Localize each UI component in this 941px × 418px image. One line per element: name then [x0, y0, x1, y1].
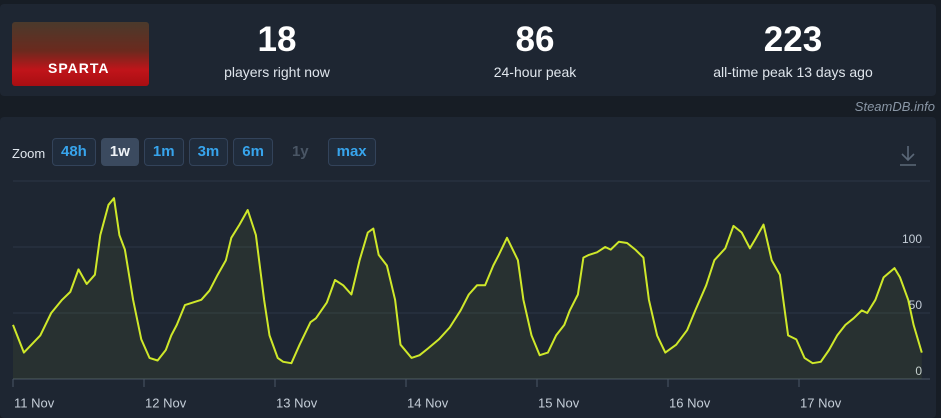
stat-value: 86	[515, 20, 555, 59]
x-tick-label: 12 Nov	[145, 395, 187, 410]
y-tick-label: 0	[915, 364, 922, 378]
credit[interactable]: SteamDB.info	[854, 99, 935, 114]
zoom-button[interactable]: 48h	[52, 138, 96, 166]
stat: 86 24-hour peak	[415, 20, 655, 80]
zoom-button[interactable]: 1m	[143, 138, 184, 166]
zoom-button[interactable]: 1w	[100, 138, 139, 166]
x-tick-label: 14 Nov	[407, 395, 449, 410]
stats-card: SPARTA	[0, 4, 936, 96]
zoom-button[interactable]: 3m	[188, 138, 229, 166]
zoom-button: 1y	[291, 143, 309, 160]
area	[13, 198, 922, 379]
stat: 223 all-time peak 13 days ago	[673, 20, 913, 80]
x-tick-label: 13 Nov	[276, 395, 318, 410]
stat-label: all-time peak 13 days ago	[713, 64, 873, 80]
stat-label: 24-hour peak	[493, 64, 577, 80]
game-thumbnail[interactable]: SPARTA	[12, 22, 149, 86]
stat: 18 players right now	[157, 20, 397, 80]
zoom-button[interactable]: max	[327, 138, 376, 166]
x-tick-label: 16 Nov	[669, 395, 711, 410]
stat-label: players right now	[224, 64, 330, 80]
y-tick-label: 50	[909, 298, 923, 312]
thumbnail-text: SPARTA	[48, 60, 110, 76]
stat-value: 223	[763, 20, 823, 59]
stat-value: 18	[257, 20, 297, 59]
x-tick-label: 17 Nov	[800, 395, 842, 410]
y-tick-label: 100	[902, 232, 922, 246]
zoom-buttons: 48h 1w 1m 3m 6m 1y max	[52, 138, 376, 166]
line	[12, 197, 923, 365]
zoom-label: Zoom	[12, 146, 46, 161]
x-tick-label: 11 Nov	[14, 395, 55, 410]
zoom-button[interactable]: 6m	[233, 138, 273, 166]
download-glyph	[900, 146, 916, 166]
chart-card	[0, 117, 936, 418]
x-tick-label: 15 Nov	[538, 395, 580, 410]
download-icon[interactable]	[900, 146, 916, 166]
